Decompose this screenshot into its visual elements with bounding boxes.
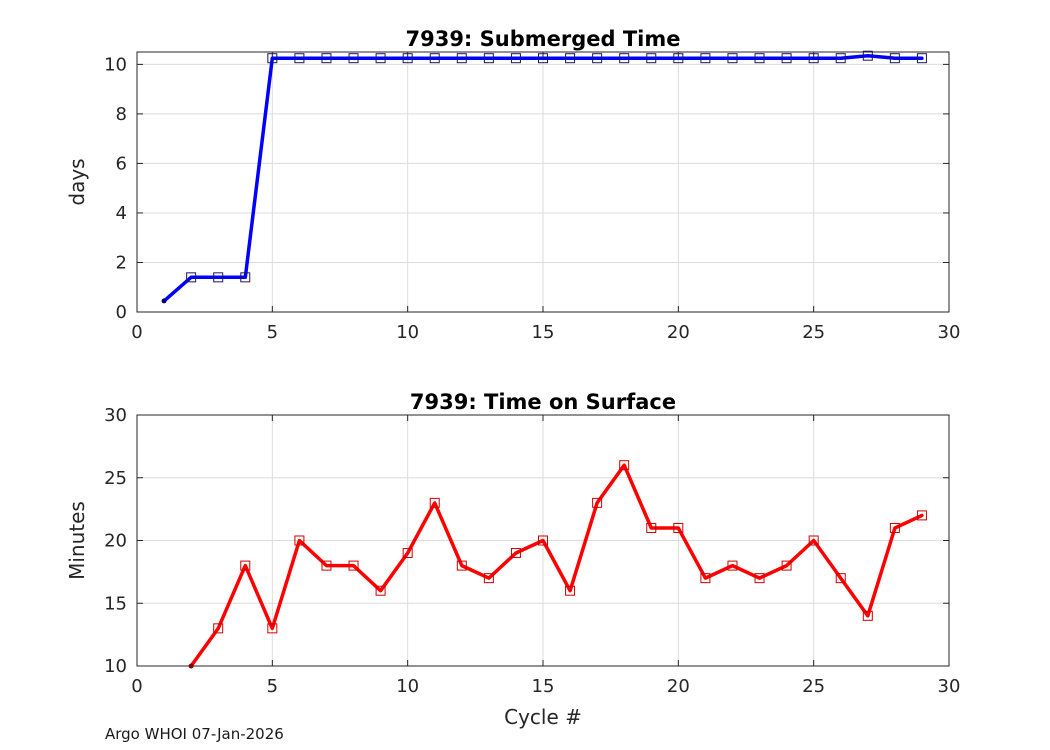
data-point [835,573,846,584]
data-point [673,522,684,533]
data-point [348,53,359,64]
data-point [565,585,576,596]
data-point [889,53,900,64]
chart-title: 7939: Time on Surface [410,390,676,414]
data-point [510,548,521,559]
data-point [835,53,846,64]
data-point [321,53,332,64]
data-point [862,610,873,621]
x-tick-label: 10 [396,322,419,343]
data-point [429,53,440,64]
x-axis-label: Cycle # [504,705,582,729]
footer-credit: Argo WHOI 07-Jan-2026 [105,725,284,743]
data-point [889,522,900,533]
data-point [267,53,278,64]
data-point [727,560,738,571]
y-tick-label: 0 [116,302,127,323]
y-tick-label: 4 [116,203,127,224]
data-point [754,53,765,64]
data-point [456,53,467,64]
y-axis-label: days [65,158,89,205]
data-point [402,548,413,559]
x-tick-label: 5 [267,322,278,343]
data-point [456,560,467,571]
data-point [646,522,657,533]
x-tick-label: 15 [532,676,555,697]
y-tick-label: 25 [104,468,127,489]
x-tick-label: 20 [667,322,690,343]
data-point [538,53,548,64]
x-tick-label: 0 [131,322,142,343]
data-point [781,53,792,64]
data-point [862,50,873,61]
data-point [754,573,765,584]
data-point [808,53,819,64]
data-point [619,53,630,64]
data-point [483,53,494,64]
data-point [673,53,684,64]
y-axis-label: Minutes [65,501,89,580]
data-point [916,510,927,521]
x-tick-label: 20 [667,676,690,697]
series-line [162,53,924,303]
data-point [188,663,194,669]
data-point [700,53,711,64]
x-tick-label: 30 [938,322,961,343]
data-point [161,298,167,304]
data-point [429,497,440,508]
data-point [619,460,630,471]
x-tick-label: 10 [396,676,419,697]
x-tick-label: 0 [131,676,142,697]
y-tick-label: 15 [104,593,127,614]
data-point [402,53,413,64]
x-tick-label: 5 [267,676,278,697]
data-point [483,573,494,584]
x-tick-label: 30 [938,676,961,697]
data-point [294,535,305,546]
y-tick-label: 2 [116,252,127,273]
chart-title: 7939: Submerged Time [405,27,680,51]
y-tick-label: 10 [104,54,127,75]
data-point [294,53,305,64]
y-tick-label: 30 [104,405,127,426]
x-tick-label: 15 [532,322,555,343]
data-point [592,53,603,64]
data-point [240,272,251,283]
y-tick-label: 6 [116,153,127,174]
y-tick-label: 10 [104,656,127,677]
top-chart-panel: 0 5 10 15 20 25 30 0 2 4 6 8 10 7939: Submerged Time d… [65,27,960,343]
y-tick-label: 20 [104,531,127,552]
data-point [240,560,251,571]
data-point [592,497,603,508]
data-point [186,272,197,283]
data-point [375,585,386,596]
data-point [375,53,386,64]
data-point [267,623,278,634]
x-tick-label: 25 [802,676,825,697]
x-tick-label: 25 [802,322,825,343]
data-point [727,53,738,64]
data-point [321,560,332,571]
data-point [348,560,359,571]
data-point [565,53,576,64]
data-point [510,53,521,64]
bottom-chart-panel: 0 5 10 15 20 25 30 10 15 20 25 30 7939: Time on Surf… [65,390,960,729]
data-point [213,272,224,283]
y-tick-label: 8 [116,104,127,125]
series-line [189,463,924,668]
data-point [781,560,792,571]
data-point [646,53,657,64]
data-point [700,573,711,584]
data-point [213,623,224,634]
data-point [916,53,927,64]
data-point [808,535,819,546]
data-point [538,535,548,546]
